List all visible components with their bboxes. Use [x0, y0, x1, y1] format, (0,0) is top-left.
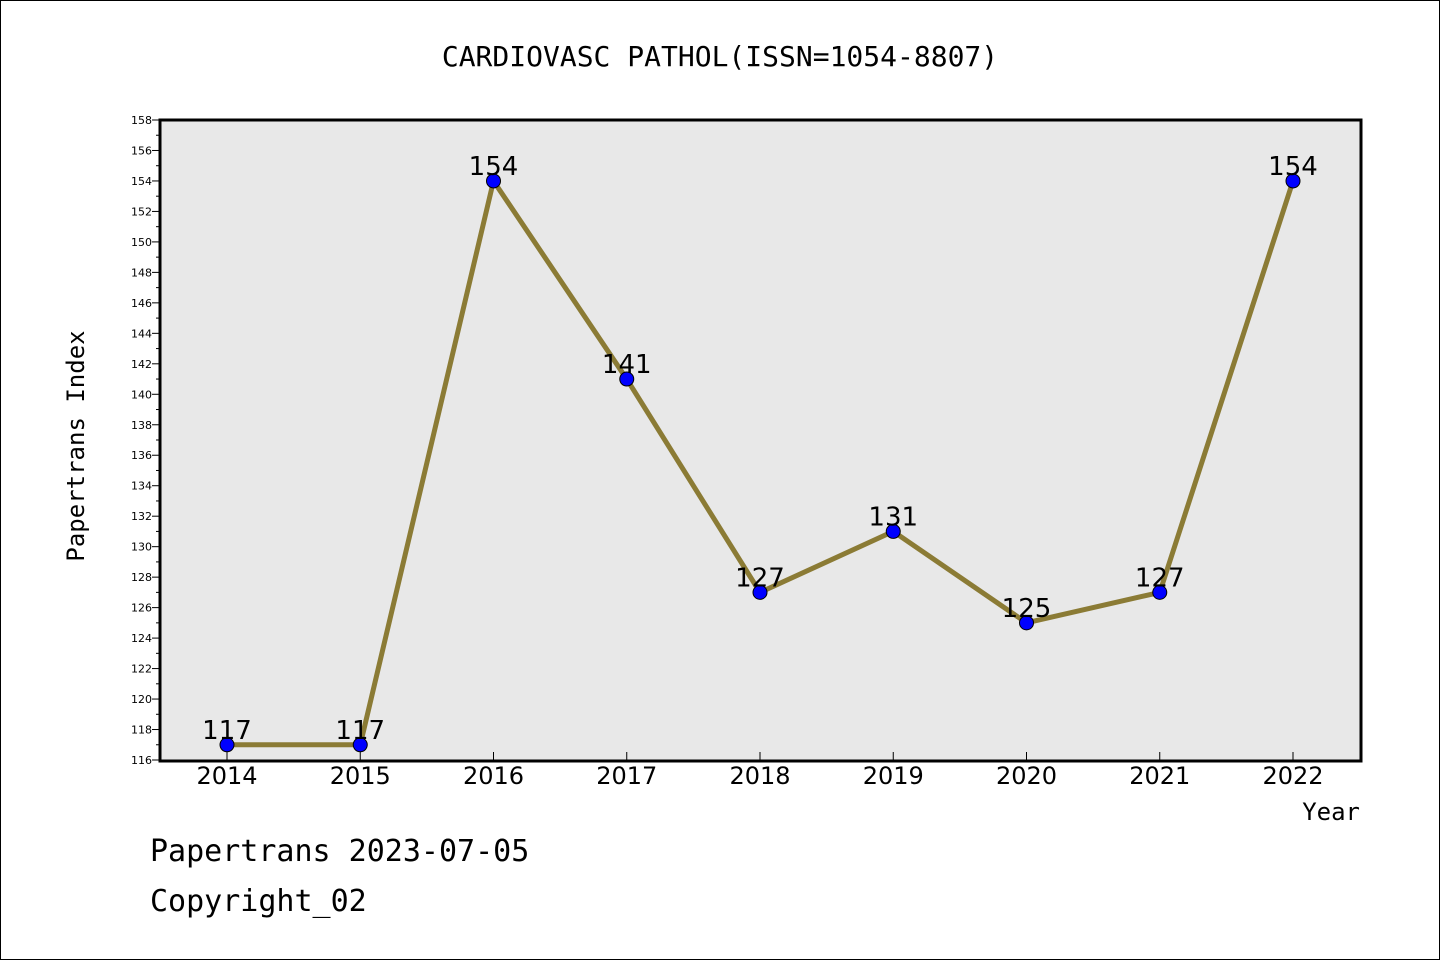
data-point [486, 173, 501, 189]
y-tick-label: 132 [131, 510, 152, 523]
chart-title: CARDIOVASC PATHOL(ISSN=1054-8807) [442, 40, 998, 73]
data-label: 127 [1135, 563, 1185, 593]
data-label: 117 [202, 716, 252, 746]
y-tick-label: 156 [131, 144, 152, 157]
y-tick-label: 124 [131, 632, 152, 645]
y-tick-label: 122 [131, 663, 152, 676]
data-point [885, 523, 901, 539]
data-point [1285, 173, 1301, 189]
data-point [352, 737, 368, 753]
x-tick-label: 2014 [196, 762, 257, 790]
y-tick-label: 120 [131, 693, 152, 706]
data-point [219, 737, 235, 753]
y-tick-label: 130 [131, 541, 152, 554]
x-axis-title: Year [1302, 798, 1360, 826]
data-point [619, 371, 635, 387]
data-labels: 117 117 154 141 127 131 125 127 154 [202, 152, 1318, 746]
data-label: 127 [735, 563, 785, 593]
data-label: 131 [868, 502, 918, 532]
data-point [752, 584, 768, 600]
y-tick-label: 138 [131, 419, 152, 432]
data-label: 125 [1002, 594, 1052, 624]
footer-copyright: Copyright_02 [150, 884, 367, 919]
x-tick-label: 2019 [863, 762, 924, 790]
x-tick-label: 2020 [996, 762, 1057, 790]
y-tick-label: 142 [131, 358, 152, 371]
y-tick-label: 140 [131, 388, 152, 401]
y-tick-label: 152 [131, 205, 152, 218]
y-tick-label: 158 [131, 114, 152, 127]
x-axis: 2014 2015 2016 2017 2018 2019 2020 2021 2022 [196, 752, 1324, 790]
x-tick-label: 2015 [330, 762, 391, 790]
y-axis: 116 118 120 122 124 126 128 130 132 134 136 138 140 1… [131, 114, 160, 767]
footer-date-line: Papertrans 2023-07-05 [150, 834, 530, 869]
y-tick-label: 146 [131, 297, 152, 310]
y-tick-label: 128 [131, 571, 152, 584]
x-tick-label: 2022 [1262, 762, 1323, 790]
data-label: 117 [335, 716, 385, 746]
x-tick-label: 2017 [596, 762, 657, 790]
y-tick-label: 134 [131, 480, 152, 493]
x-tick-label: 2018 [729, 762, 790, 790]
y-tick-label: 148 [131, 266, 152, 279]
data-label: 154 [469, 152, 519, 182]
y-tick-label: 136 [131, 449, 152, 462]
data-point [1019, 615, 1034, 631]
y-tick-label: 150 [131, 236, 152, 249]
y-tick-label: 126 [131, 602, 152, 615]
data-markers [219, 173, 1301, 753]
data-point [1152, 584, 1168, 600]
x-tick-label: 2016 [463, 762, 524, 790]
x-tick-label: 2021 [1129, 762, 1190, 790]
y-tick-label: 144 [131, 327, 152, 340]
y-tick-label: 116 [131, 754, 152, 767]
y-tick-label: 118 [131, 724, 152, 737]
y-tick-label: 154 [131, 175, 152, 188]
y-axis-title: Papertrans Index [62, 330, 90, 561]
data-label: 154 [1268, 152, 1318, 182]
plot-area [158, 118, 1363, 763]
data-label: 141 [602, 350, 652, 380]
